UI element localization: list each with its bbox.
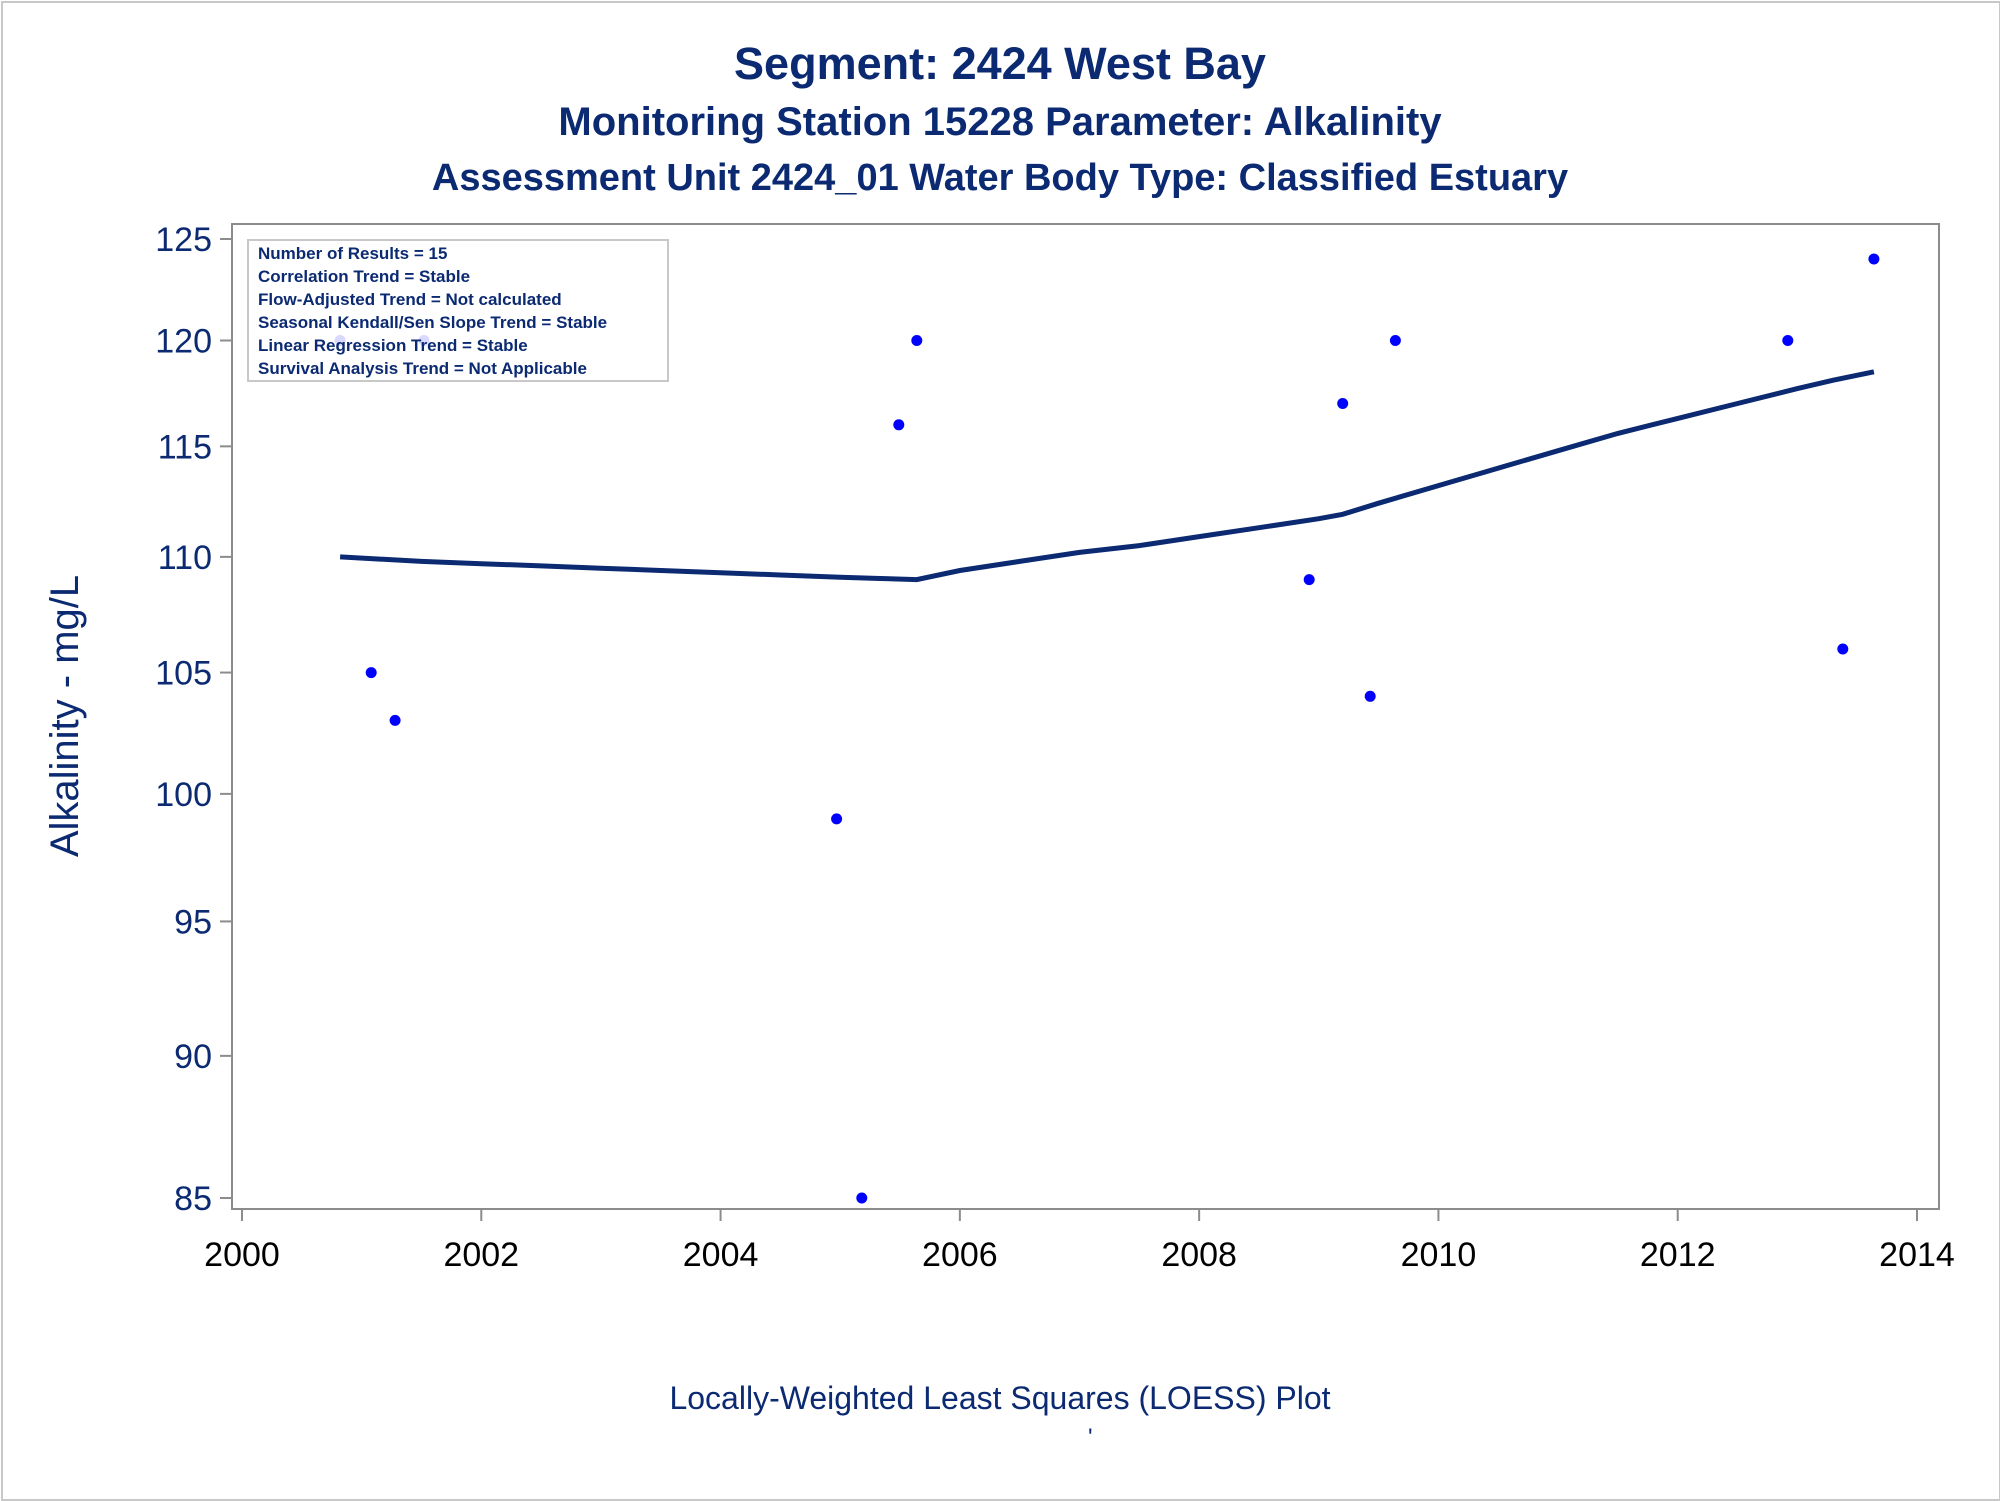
plot-area — [231, 223, 1940, 1210]
y-tick-label: 110 — [158, 539, 212, 577]
y-tick-label: 115 — [158, 428, 212, 466]
x-tick-label: 2006 — [922, 1236, 998, 1274]
chart-subtitle-assessment: Assessment Unit 2424_01 Water Body Type:… — [431, 157, 1569, 199]
data-point — [1364, 690, 1376, 702]
trend-line-seasonal-kendall: Seasonal Kendall/Sen Slope Trend = Stabl… — [258, 313, 607, 332]
x-tick-label: 2008 — [1161, 1236, 1237, 1274]
trend-line-survival-analysis: Survival Analysis Trend = Not Applicable — [258, 359, 587, 378]
data-points — [334, 253, 1880, 1204]
data-point — [1868, 253, 1880, 265]
x-axis: 2000 2002 2004 2006 2008 2010 2012 2014 — [204, 1209, 1955, 1274]
x-tick-label: 2012 — [1640, 1236, 1716, 1274]
data-point — [911, 335, 923, 346]
data-point — [831, 813, 843, 825]
y-tick-label: 120 — [155, 323, 212, 361]
trend-line-linear-regression: Linear Regression Trend = Stable — [258, 336, 528, 355]
data-point — [1837, 643, 1849, 655]
data-point — [1337, 398, 1349, 409]
chart-title: Segment: 2424 West Bay — [734, 38, 1266, 89]
trend-line-correlation: Correlation Trend = Stable — [258, 267, 470, 286]
y-tick-label: 105 — [155, 655, 212, 693]
data-point — [856, 1192, 868, 1204]
chart-subtitle-station: Monitoring Station 15228 Parameter: Alka… — [558, 100, 1442, 144]
y-tick-label: 85 — [174, 1180, 212, 1218]
x-tick-label: 2000 — [204, 1236, 280, 1274]
data-point — [1389, 335, 1401, 346]
y-tick-label: 100 — [155, 776, 212, 814]
data-point — [389, 714, 401, 726]
trend-line-results: Number of Results = 15 — [258, 244, 447, 263]
x-tick-label: 2010 — [1401, 1236, 1477, 1274]
trend-summary-box: Number of Results = 15 Correlation Trend… — [247, 239, 669, 382]
x-tick-label: 2002 — [443, 1236, 519, 1274]
y-tick-label: 90 — [174, 1038, 212, 1076]
y-tick-label: 125 — [155, 221, 212, 259]
x-tick-label: 2014 — [1879, 1236, 1955, 1274]
trend-line-flow-adjusted: Flow-Adjusted Trend = Not calculated — [258, 290, 562, 309]
x-tick-label: 2004 — [683, 1236, 759, 1274]
y-tick-label: 95 — [174, 903, 212, 941]
data-point — [365, 667, 377, 679]
data-point — [893, 419, 905, 431]
y-axis: 85 90 95 100 105 110 115 120 125 — [155, 221, 232, 1218]
footnote-mark: ' — [1088, 1424, 1093, 1451]
data-point — [1782, 335, 1794, 346]
plot-type-footnote: Locally-Weighted Least Squares (LOESS) P… — [669, 1380, 1331, 1416]
data-point — [1303, 574, 1315, 586]
loess-line — [339, 369, 1875, 583]
trend-summary-border — [247, 239, 669, 382]
y-axis-title: Alkalinity - mg/L — [43, 575, 87, 857]
